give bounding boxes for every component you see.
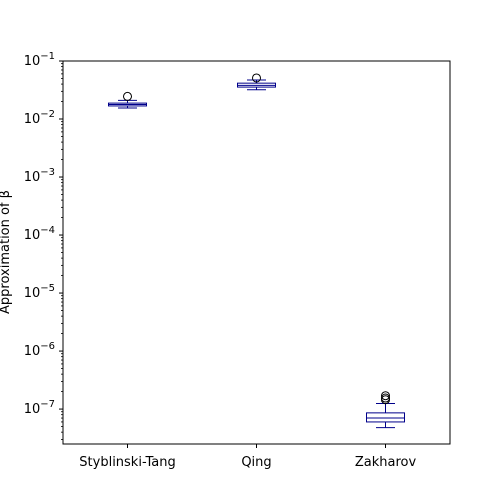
y-axis-ticks: 10−7 10−6 10−5 10−4 10−3 10−2 10−1 bbox=[24, 51, 63, 440]
outlier-point bbox=[381, 391, 390, 401]
outlier-point bbox=[252, 73, 261, 83]
boxes-layer bbox=[108, 73, 405, 429]
x-tick-label: Zakharov bbox=[355, 455, 417, 470]
outlier-point bbox=[123, 91, 132, 101]
y-tick-label: 10−5 bbox=[24, 283, 55, 301]
outlier-point bbox=[381, 393, 390, 403]
plot-frame bbox=[62, 60, 451, 445]
box-2 bbox=[237, 73, 276, 91]
y-axis-label: Approximation of β bbox=[0, 190, 13, 314]
y-tick-label: 10−1 bbox=[24, 51, 55, 69]
y-tick-label: 10−2 bbox=[24, 109, 55, 127]
y-tick-label: 10−6 bbox=[24, 341, 55, 359]
y-tick-label: 10−3 bbox=[24, 167, 55, 185]
x-tick-label: Styblinski-Tang bbox=[79, 455, 175, 470]
y-tick-label: 10−4 bbox=[24, 225, 55, 243]
x-tick-label: Qing bbox=[241, 455, 271, 470]
iqr-box bbox=[366, 412, 405, 423]
box-1 bbox=[108, 91, 147, 109]
x-axis-ticks: Styblinski-Tang Qing Zakharov bbox=[79, 444, 416, 470]
y-tick-label: 10−7 bbox=[24, 399, 55, 417]
box-3 bbox=[366, 391, 405, 429]
